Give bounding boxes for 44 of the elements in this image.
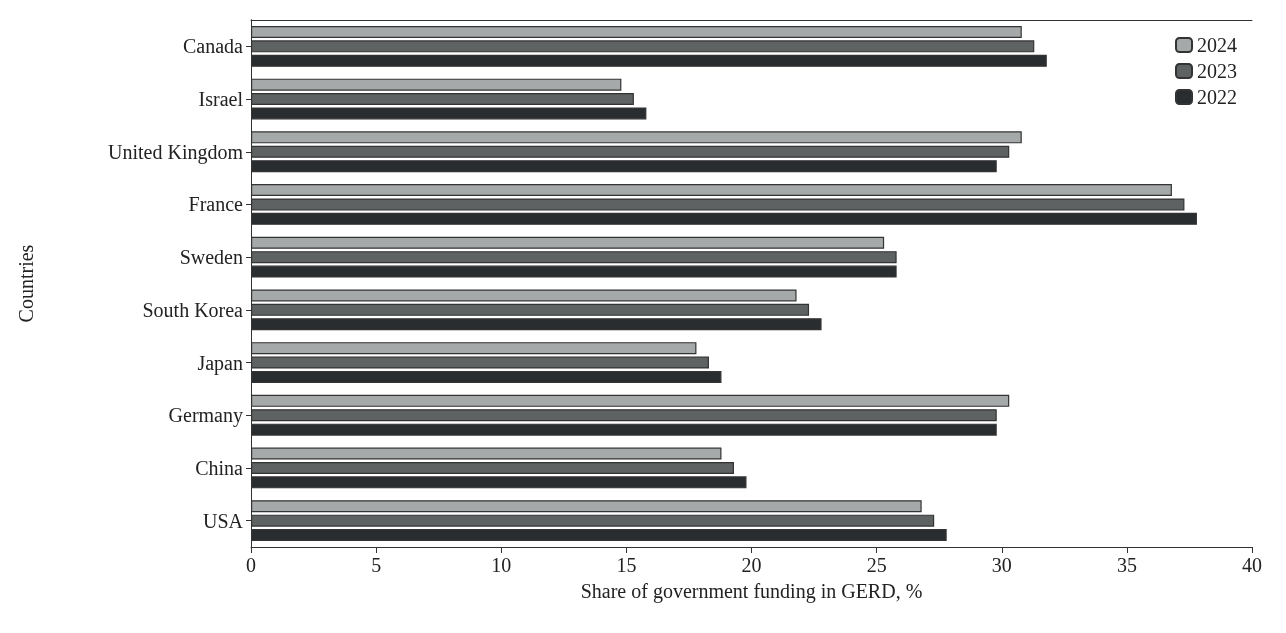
bar [251,184,1172,197]
legend-label: 2024 [1197,34,1237,56]
bar [251,342,697,355]
bar [251,476,747,489]
x-tick-label: 30 [991,554,1012,576]
bar [251,160,997,173]
bar [251,131,1022,144]
x-tick-label: 10 [491,554,512,576]
legend-label: 2023 [1197,60,1237,82]
y-tick-label: Germany [168,404,243,428]
y-axis-title: Countries [15,244,37,323]
y-tick-label: USA [202,509,244,532]
bar [251,447,722,460]
bar [251,423,997,436]
bar [251,289,797,302]
y-tick-label: United Kingdom [108,140,244,164]
y-tick-label: Canada [183,35,244,58]
bar [251,78,622,91]
bar [251,54,1047,67]
bar [251,529,947,542]
y-tick-label: Israel [198,88,244,111]
x-tick-label: 5 [371,554,382,576]
bar [251,394,1010,407]
x-tick-label: 0 [246,554,256,576]
x-axis-title: Share of government funding in GERD, % [580,580,923,603]
y-tick-label: China [195,456,244,479]
y-tick-label: Japan [197,351,243,375]
x-tick-label: 25 [866,554,887,576]
bar [251,370,722,383]
x-tick-label: 20 [741,554,762,576]
bar [251,318,822,331]
y-tick-label: South Korea [142,298,244,321]
x-tick-label: 40 [1242,554,1262,576]
bar [251,236,885,249]
bar [251,500,922,513]
bar [251,25,1022,38]
x-tick-label: 15 [616,554,637,576]
y-tick-label: Sweden [179,246,243,269]
legend-label: 2022 [1197,86,1237,108]
bar [251,107,647,120]
x-tick-label: 35 [1116,554,1137,576]
bar [251,212,1197,225]
y-tick-label: France [188,193,244,216]
bar [251,265,897,278]
